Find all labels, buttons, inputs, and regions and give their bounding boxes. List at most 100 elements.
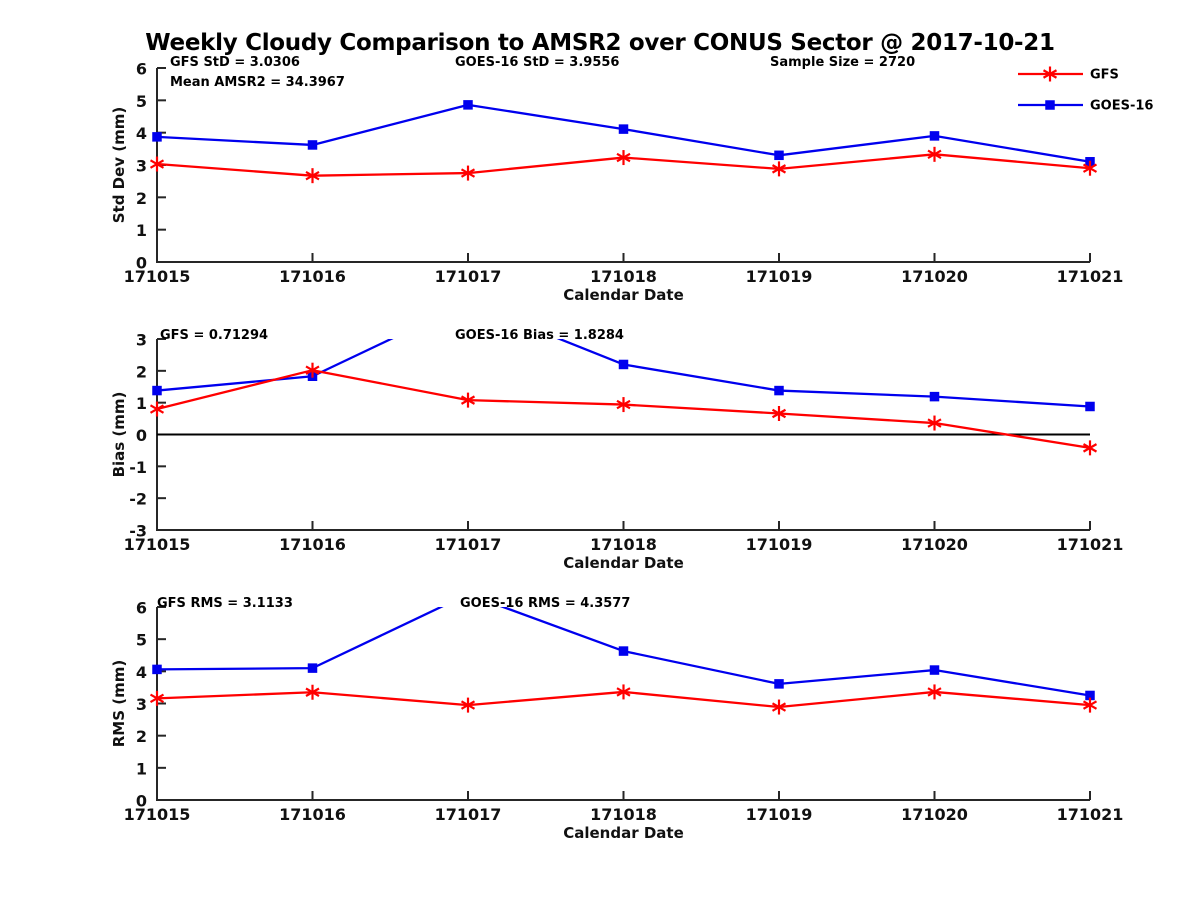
- series-goes16: [152, 298, 1095, 412]
- annotation-rms-1: GOES-16 RMS = 4.3577: [460, 596, 630, 611]
- marker-gfs-1: [305, 362, 320, 378]
- marker-gfs-1: [305, 684, 320, 700]
- subplot-bias: -3 -2 -1 0 1 2 3 171015 171016 171017 171018 171019…: [110, 298, 1124, 572]
- y-tick-label: 2: [136, 189, 147, 208]
- y-tick-label: 4: [136, 124, 147, 143]
- y-axis-label: RMS (mm): [110, 660, 128, 747]
- marker-gfs-2: [460, 165, 476, 181]
- marker-goes16-3: [618, 359, 629, 370]
- y-tick-label: 6: [136, 599, 147, 618]
- x-tick-label: 171017: [435, 535, 502, 554]
- annotation-stddev-1: Mean AMSR2 = 34.3967: [170, 75, 345, 90]
- legend-entry-gfs: GFS: [1018, 66, 1119, 83]
- marker-gfs-3: [616, 150, 631, 166]
- annotation-stddev-2: GOES-16 StD = 3.9556: [455, 55, 619, 70]
- x-tick-label: 171015: [124, 805, 191, 824]
- legend-label-gfs: GFS: [1090, 68, 1119, 83]
- marker-gfs-1: [305, 168, 320, 184]
- x-tick-label: 171018: [590, 535, 657, 554]
- marker-goes16-3: [618, 646, 629, 656]
- marker-spoke: [305, 687, 320, 697]
- marker-gfs-2: [460, 697, 476, 713]
- legend: GFS GOES-16: [1018, 66, 1153, 114]
- x-axis-label: Calendar Date: [563, 554, 684, 572]
- annotation-stddev-0: GFS StD = 3.0306: [170, 55, 300, 70]
- subplot-rms: 0 1 2 3 4 5 6 171015 171016 171017 171018 171019 171…: [110, 596, 1124, 842]
- marker-spoke: [305, 365, 320, 375]
- marker-gfs-5: [927, 146, 942, 162]
- x-tick-label: 171021: [1057, 805, 1124, 824]
- y-tick-label: -2: [129, 490, 147, 509]
- x-tick-label: 171019: [746, 267, 813, 286]
- x-tick-label: 171016: [279, 805, 346, 824]
- marker-goes16-6: [1085, 401, 1095, 412]
- x-axis-label: Calendar Date: [563, 286, 684, 304]
- marker-gfs-2: [460, 392, 476, 408]
- y-tick-label: -3: [129, 522, 147, 541]
- x-tick-label: 171020: [901, 267, 968, 286]
- y-tick-label: 4: [136, 663, 147, 682]
- annotation-stddev-3: Sample Size = 2720: [770, 55, 915, 70]
- x-tick-label: 171017: [435, 267, 502, 286]
- y-tick-label: 6: [136, 60, 147, 79]
- marker-goes16-1: [307, 663, 318, 673]
- marker-spoke: [460, 395, 476, 405]
- x-tick-label: 171021: [1057, 535, 1124, 554]
- marker-spoke: [927, 149, 942, 160]
- marker-goes16-5: [929, 391, 940, 402]
- legend-label-goes16: GOES-16: [1090, 99, 1153, 114]
- x-tick-label: 171015: [124, 535, 191, 554]
- marker-gfs-5: [927, 415, 942, 431]
- y-axis-label: Std Dev (mm): [110, 107, 128, 224]
- marker-gfs-6: [1082, 697, 1098, 713]
- y-tick-label: 0: [136, 426, 147, 445]
- marker-goes16-2: [463, 298, 473, 308]
- marker-gfs-6: [1082, 160, 1098, 176]
- marker-gfs-4: [771, 405, 787, 421]
- x-axis-label: Calendar Date: [563, 824, 684, 842]
- x-tick-label: 171018: [590, 267, 657, 286]
- y-tick-label: 5: [136, 631, 147, 650]
- marker-spoke: [1082, 700, 1098, 710]
- marker-spoke: [616, 152, 631, 163]
- marker-goes16-4: [774, 385, 784, 396]
- annotation-bias-1: GOES-16 Bias = 1.8284: [455, 328, 624, 343]
- marker-gfs-5: [927, 684, 942, 700]
- y-tick-label: 3: [136, 695, 147, 714]
- marker-spoke: [771, 408, 787, 419]
- y-tick-label: -1: [129, 458, 147, 477]
- marker-gfs-3: [616, 684, 631, 700]
- marker-gfs-4: [771, 699, 787, 715]
- marker-spoke: [616, 687, 631, 697]
- marker-gfs-6: [1082, 440, 1098, 456]
- marker-spoke: [460, 168, 476, 178]
- legend-marker-goes16: [1045, 100, 1055, 110]
- chart-title: Weekly Cloudy Comparison to AMSR2 over C…: [145, 30, 1055, 56]
- marker-goes16-3: [618, 124, 629, 134]
- marker-goes16-2: [463, 100, 473, 110]
- marker-gfs-0: [149, 401, 165, 417]
- x-tick-label: 171016: [279, 535, 346, 554]
- y-tick-label: 5: [136, 92, 147, 111]
- marker-spoke: [1082, 443, 1098, 453]
- marker-spoke: [1042, 69, 1058, 79]
- annotation-rms-0: GFS RMS = 3.1133: [157, 596, 293, 611]
- marker-goes16-1: [307, 140, 318, 150]
- x-tick-label: 171021: [1057, 267, 1124, 286]
- marker-goes16-5: [929, 131, 940, 141]
- marker-gfs-4: [771, 161, 787, 177]
- y-tick-label: 2: [136, 362, 147, 381]
- x-tick-label: 171019: [746, 805, 813, 824]
- axes-frame: [156, 607, 1090, 801]
- annotation-bias-0: GFS = 0.71294: [160, 328, 268, 343]
- marker-spoke: [305, 170, 320, 181]
- series-line-goes16: [156, 339, 1091, 408]
- y-tick-label: 1: [136, 759, 147, 778]
- marker-goes16-6: [1085, 690, 1095, 701]
- y-tick-label: 3: [136, 331, 147, 350]
- marker-gfs-0: [149, 156, 165, 172]
- marker-spoke: [927, 687, 942, 697]
- x-tick-label: 171017: [435, 805, 502, 824]
